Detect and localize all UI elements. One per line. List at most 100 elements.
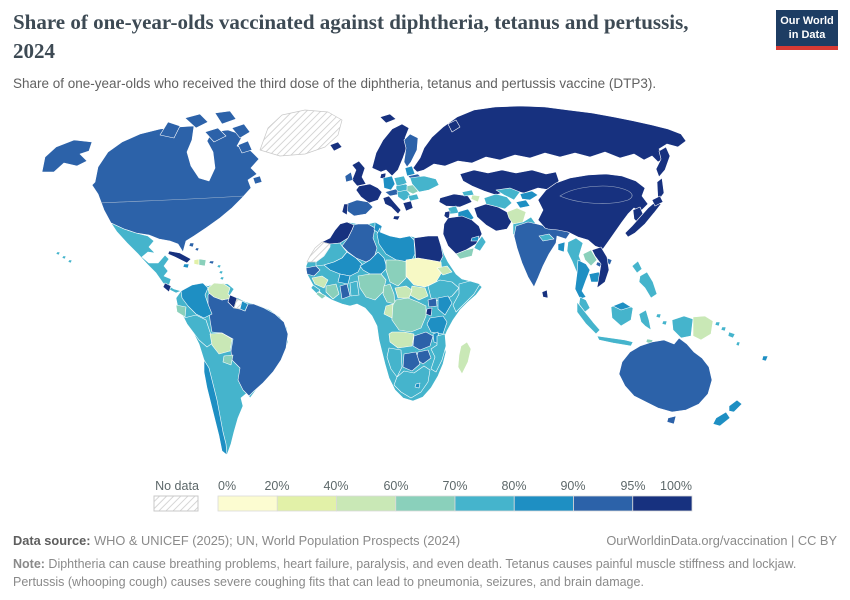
country-malaysia[interactable]	[578, 296, 591, 313]
legend-bin-1[interactable]	[276, 495, 337, 512]
country-mauritania[interactable]	[315, 242, 348, 267]
country-eritrea[interactable]	[436, 265, 453, 276]
country-turkey[interactable]	[438, 193, 473, 208]
country-balkans[interactable]	[396, 189, 412, 202]
legend-bin-5[interactable]	[513, 495, 574, 512]
legend-bin-4[interactable]	[454, 495, 515, 512]
country-svalbard[interactable]	[379, 113, 397, 124]
country-guinea[interactable]	[311, 275, 329, 289]
country-sri-lanka[interactable]	[541, 289, 549, 299]
country-rwanda-burundi[interactable]	[425, 307, 433, 317]
country-somalia[interactable]	[452, 280, 481, 313]
country-tasmania[interactable]	[666, 415, 677, 425]
country-haiti[interactable]	[193, 258, 200, 266]
country-kenya[interactable]	[437, 295, 453, 316]
country-chile[interactable]	[203, 359, 228, 456]
country-central-african-republic[interactable]	[394, 285, 413, 299]
hawaii-islands[interactable]	[55, 251, 73, 264]
country-ghana[interactable]	[339, 283, 351, 300]
country-iceland[interactable]	[329, 141, 343, 152]
country-laos[interactable]	[582, 249, 598, 267]
country-baltics[interactable]	[404, 165, 416, 177]
country-ireland[interactable]	[344, 171, 354, 183]
country-new-caledonia[interactable]	[727, 331, 736, 339]
country-mozambique[interactable]	[430, 333, 447, 373]
country-ecuador[interactable]	[175, 304, 187, 318]
legend-no-data-swatch[interactable]	[153, 495, 199, 512]
country-russia[interactable]	[412, 105, 687, 173]
country-tajikistan[interactable]	[515, 199, 531, 209]
country-yemen[interactable]	[455, 247, 475, 260]
country-egypt[interactable]	[413, 235, 444, 263]
legend-bin-3[interactable]	[395, 495, 456, 512]
country-azerbaijan[interactable]	[470, 194, 481, 203]
country-paraguay[interactable]	[222, 354, 234, 366]
country-saudi-arabia[interactable]	[442, 215, 483, 255]
country-india[interactable]	[513, 221, 571, 288]
country-portugal[interactable]	[341, 203, 349, 216]
country-mexico-central-america[interactable]	[110, 222, 182, 294]
country-fiji[interactable]	[761, 355, 769, 362]
legend-bin-2[interactable]	[336, 495, 397, 512]
country-canada-usa[interactable]	[91, 125, 260, 253]
legend-bin-7[interactable]	[632, 495, 693, 512]
legend-bin-0[interactable]	[217, 495, 278, 512]
country-turkmenistan[interactable]	[483, 193, 513, 210]
country-indonesia-sumatra[interactable]	[576, 301, 601, 335]
country-solomon-islands[interactable]	[714, 321, 727, 332]
country-sicily[interactable]	[392, 215, 401, 221]
country-indonesia-papua[interactable]	[671, 315, 694, 339]
country-united-kingdom[interactable]	[351, 160, 367, 187]
country-japan-hokkaido[interactable]	[651, 195, 664, 207]
legend-color-scale[interactable]	[153, 495, 693, 513]
country-russia-kamchatka[interactable]	[655, 146, 671, 178]
country-oman[interactable]	[473, 235, 487, 252]
country-vietnam[interactable]	[591, 246, 610, 289]
country-novaya-zemlya[interactable]	[447, 119, 461, 133]
country-alaska[interactable]	[41, 139, 93, 173]
country-congo-gabon[interactable]	[383, 303, 394, 319]
country-thailand[interactable]	[574, 259, 591, 300]
owid-link[interactable]: OurWorldinData.org/vaccination | CC BY	[606, 533, 837, 548]
country-angola[interactable]	[388, 331, 415, 349]
country-greenland[interactable]	[259, 109, 343, 157]
country-mali[interactable]	[323, 251, 363, 277]
country-australia[interactable]	[618, 337, 713, 413]
country-lesotho[interactable]	[414, 382, 421, 389]
country-greece[interactable]	[402, 200, 414, 212]
country-cuba[interactable]	[167, 250, 192, 264]
country-senegal[interactable]	[305, 265, 321, 277]
country-italy[interactable]	[382, 195, 402, 215]
country-togo-benin[interactable]	[349, 280, 360, 297]
country-uae[interactable]	[470, 235, 480, 242]
owid-logo[interactable]: Our World in Data	[776, 10, 838, 50]
country-kyrgyzstan[interactable]	[519, 190, 539, 201]
country-indonesia-sulawesi[interactable]	[638, 309, 652, 331]
country-colombia[interactable]	[180, 282, 213, 319]
country-indonesia-moluccas[interactable]	[655, 313, 668, 326]
country-canada-arctic-islands[interactable]	[159, 110, 263, 185]
country-jamaica[interactable]	[182, 263, 190, 269]
country-lesser-antilles[interactable]	[216, 264, 225, 281]
country-madagascar[interactable]	[457, 341, 472, 375]
country-philippines[interactable]	[631, 260, 658, 299]
country-nepal[interactable]	[538, 233, 555, 242]
country-bangladesh[interactable]	[557, 241, 566, 253]
legend-bin-6[interactable]	[573, 495, 634, 512]
country-malaysia-borneo[interactable]	[612, 301, 632, 311]
country-zambia[interactable]	[412, 331, 434, 351]
country-spain[interactable]	[345, 199, 374, 217]
country-south-africa[interactable]	[393, 365, 431, 399]
country-indonesia-java[interactable]	[596, 335, 634, 347]
country-botswana[interactable]	[402, 351, 421, 372]
country-liberia[interactable]	[315, 291, 327, 300]
country-burkina-faso[interactable]	[337, 273, 351, 285]
country-sudan[interactable]	[405, 257, 443, 288]
country-french-guiana[interactable]	[239, 300, 249, 312]
country-ivory-coast[interactable]	[325, 283, 340, 300]
country-russia-sakhalin[interactable]	[656, 177, 665, 202]
country-bolivia[interactable]	[209, 332, 233, 355]
country-uzbekistan[interactable]	[495, 187, 521, 201]
country-new-zealand[interactable]	[712, 399, 743, 427]
country-dominican-republic[interactable]	[198, 258, 207, 267]
